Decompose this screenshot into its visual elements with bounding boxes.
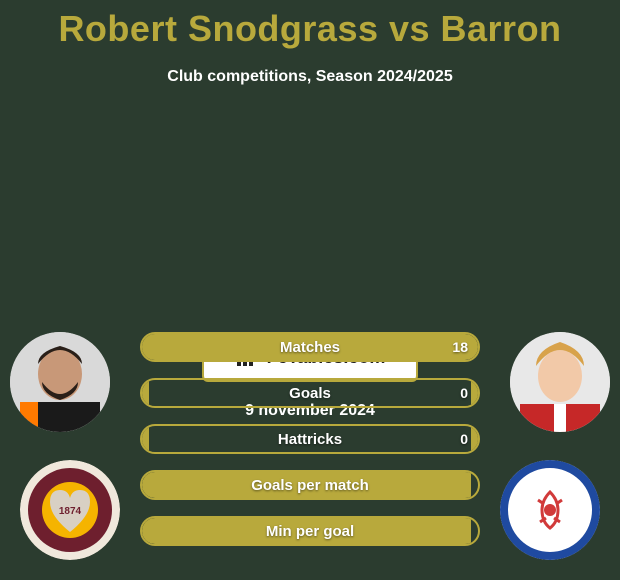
stat-bar: Min per goal xyxy=(140,516,480,546)
player-right-avatar xyxy=(510,332,610,432)
stat-bar: Matches18 xyxy=(140,332,480,362)
avatar-right-svg xyxy=(510,332,610,432)
crest-right xyxy=(500,460,600,560)
bar-label: Min per goal xyxy=(142,518,478,544)
bar-value-right: 0 xyxy=(460,380,468,406)
player-left-avatar xyxy=(10,332,110,432)
stat-bars: Matches18Goals0Hattricks0Goals per match… xyxy=(140,332,480,562)
avatar-left-svg xyxy=(10,332,110,432)
svg-text:1874: 1874 xyxy=(59,506,82,517)
bar-label: Goals xyxy=(142,380,478,406)
crest-right-svg xyxy=(500,460,600,560)
crest-left-svg: 1874 xyxy=(20,460,120,560)
bar-label: Hattricks xyxy=(142,426,478,452)
stat-bar: Goals per match xyxy=(140,470,480,500)
stat-bar: Goals0 xyxy=(140,378,480,408)
stat-bar: Hattricks0 xyxy=(140,424,480,454)
subtitle: Club competitions, Season 2024/2025 xyxy=(0,68,620,86)
page-title: Robert Snodgrass vs Barron xyxy=(0,0,620,50)
bar-value-right: 18 xyxy=(452,334,468,360)
comparison-panel: 1874 Matches18Goals0Hattricks0Goals per … xyxy=(0,332,620,420)
bar-value-right: 0 xyxy=(460,426,468,452)
crest-left: 1874 xyxy=(20,460,120,560)
bar-label: Matches xyxy=(142,334,478,360)
bar-label: Goals per match xyxy=(142,472,478,498)
